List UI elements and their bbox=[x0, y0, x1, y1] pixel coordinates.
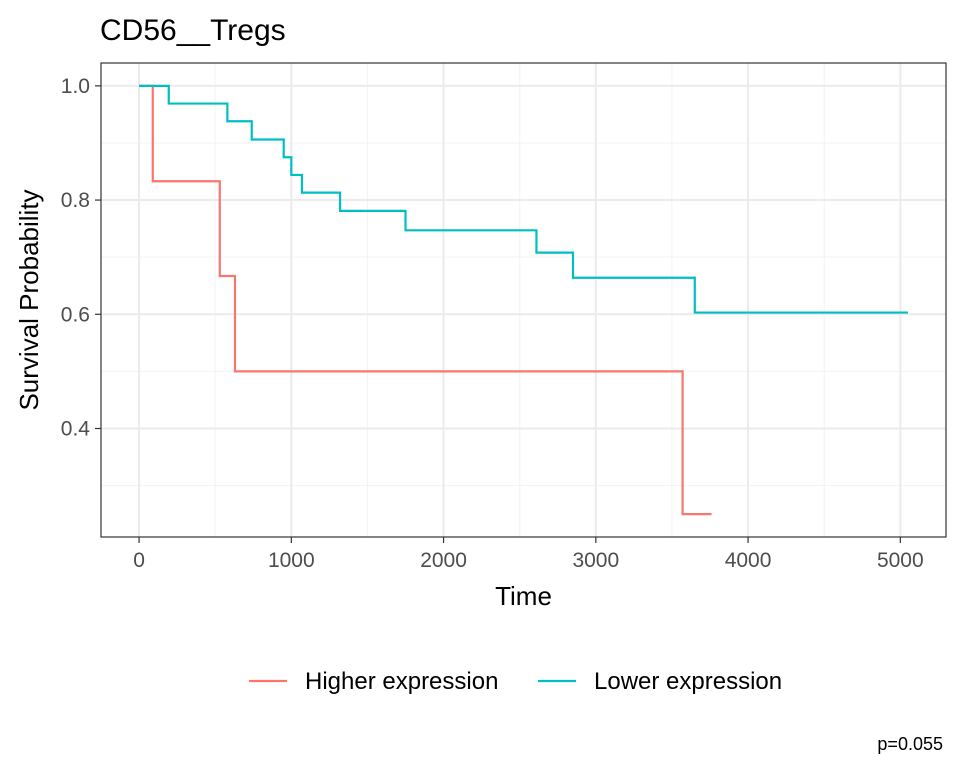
x-axis-title: Time bbox=[495, 581, 552, 611]
y-axis: 0.4 0.6 0.8 1.0 bbox=[61, 75, 101, 440]
y-axis-title: Survival Probability bbox=[14, 189, 44, 410]
x-tick-label: 0 bbox=[133, 549, 145, 572]
panel-border bbox=[100, 62, 947, 538]
y-tick-label: 1.0 bbox=[61, 75, 90, 98]
legend: Higher expression Lower expression bbox=[249, 668, 782, 695]
curves bbox=[139, 84, 908, 516]
p-value-annotation: p=0.055 bbox=[877, 734, 943, 754]
legend-label: Higher expression bbox=[305, 668, 498, 695]
x-tick-label: 4000 bbox=[725, 549, 772, 572]
grid bbox=[101, 63, 946, 537]
survival-curve bbox=[139, 84, 712, 516]
x-axis: 0 1000 2000 3000 4000 5000 bbox=[133, 537, 924, 572]
x-tick-label: 2000 bbox=[420, 549, 467, 572]
y-tick-label: 0.4 bbox=[61, 417, 91, 440]
x-tick-label: 5000 bbox=[877, 549, 924, 572]
x-tick-label: 3000 bbox=[572, 549, 619, 572]
y-tick-label: 0.6 bbox=[61, 303, 90, 326]
legend-label: Lower expression bbox=[594, 668, 782, 695]
y-tick-label: 0.8 bbox=[61, 189, 90, 212]
chart-title: CD56__Tregs bbox=[100, 14, 286, 47]
survival-curve bbox=[139, 84, 908, 314]
x-tick-label: 1000 bbox=[268, 549, 315, 572]
